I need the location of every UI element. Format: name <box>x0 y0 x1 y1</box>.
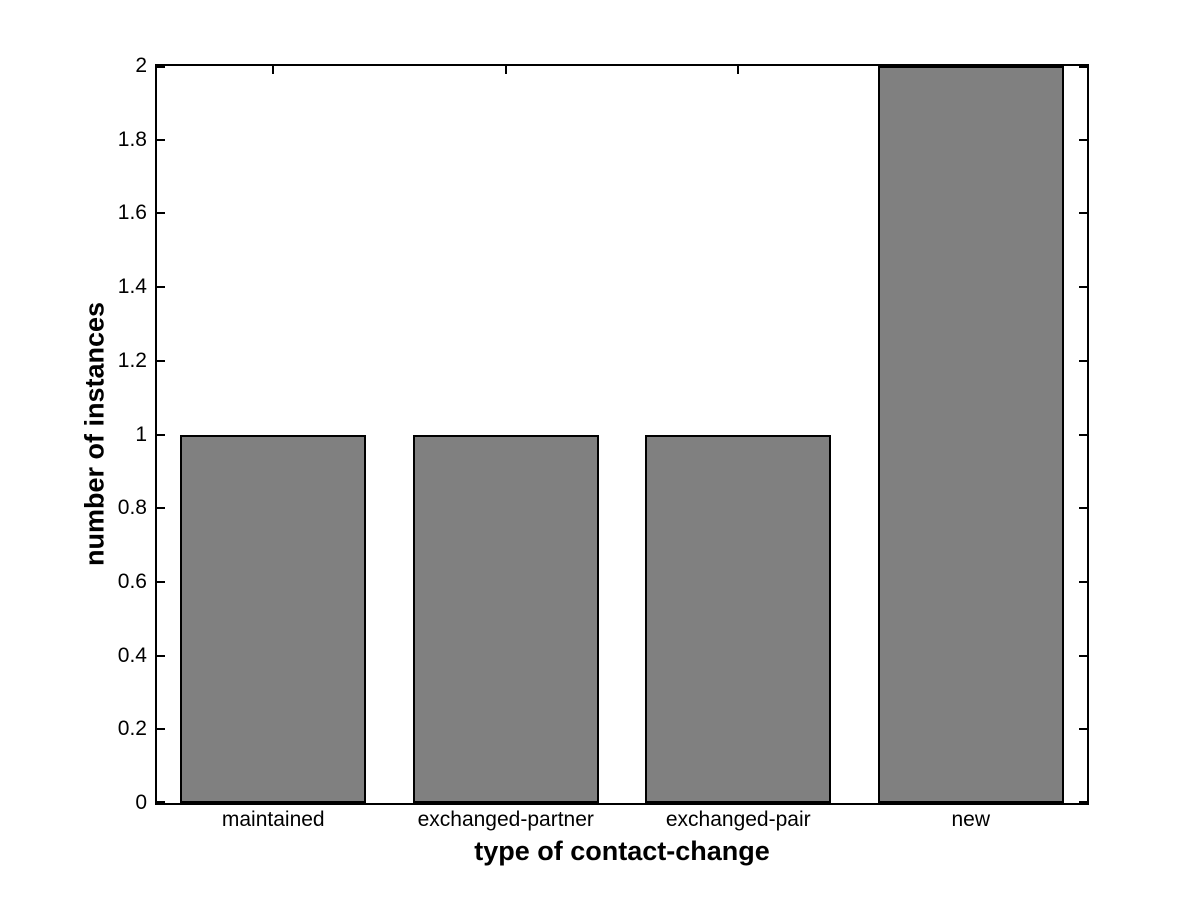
x-tick-label-exchanged-pair: exchanged-pair <box>665 808 811 831</box>
y-tick-left <box>157 212 165 215</box>
y-tick-right <box>1079 507 1087 510</box>
x-tick-top <box>737 66 740 74</box>
y-tick-right <box>1079 801 1087 803</box>
y-tick-right <box>1079 66 1087 68</box>
y-tick-right <box>1079 654 1087 657</box>
y-tick-left <box>157 66 165 68</box>
y-tick-left <box>157 507 165 510</box>
x-tick-label-new: new <box>951 808 991 831</box>
y-tick-label: 1.6 <box>117 201 147 225</box>
y-tick-right <box>1079 286 1087 289</box>
y-tick-label: 1 <box>135 422 147 446</box>
y-tick-right <box>1079 580 1087 583</box>
y-tick-left <box>157 286 165 289</box>
y-tick-label: 0 <box>135 791 147 814</box>
y-tick-label: 1.2 <box>117 348 147 372</box>
bar-exchanged-partner <box>412 434 599 803</box>
y-tick-left <box>157 580 165 583</box>
y-tick-right <box>1079 433 1087 436</box>
x-tick-top <box>504 66 507 74</box>
y-tick-left <box>157 359 165 362</box>
y-tick-right <box>1079 212 1087 215</box>
y-tick-left <box>157 654 165 657</box>
plot-area <box>155 64 1089 805</box>
y-tick-label: 1.8 <box>117 127 147 151</box>
y-tick-right <box>1079 138 1087 141</box>
bar-exchanged-pair <box>645 434 832 803</box>
y-tick-left <box>157 138 165 141</box>
y-tick-label: 1.4 <box>117 275 147 299</box>
bar-new <box>877 66 1064 803</box>
bar-maintained <box>180 434 367 803</box>
y-tick-right <box>1079 359 1087 362</box>
y-tick-label: 2 <box>135 54 147 77</box>
y-tick-label: 0.8 <box>117 496 147 520</box>
x-tick-label-exchanged-partner: exchanged-partner <box>417 808 594 831</box>
y-tick-left <box>157 801 165 803</box>
y-tick-label: 0.6 <box>117 569 147 593</box>
x-tick-label-maintained: maintained <box>221 808 325 831</box>
y-tick-label: 0.2 <box>117 717 147 741</box>
y-tick-right <box>1079 728 1087 731</box>
y-tick-left <box>157 728 165 731</box>
x-axis-label: type of contact-change <box>474 836 770 866</box>
y-tick-left <box>157 433 165 436</box>
y-tick-label: 0.4 <box>117 643 147 667</box>
x-tick-top <box>272 66 275 74</box>
